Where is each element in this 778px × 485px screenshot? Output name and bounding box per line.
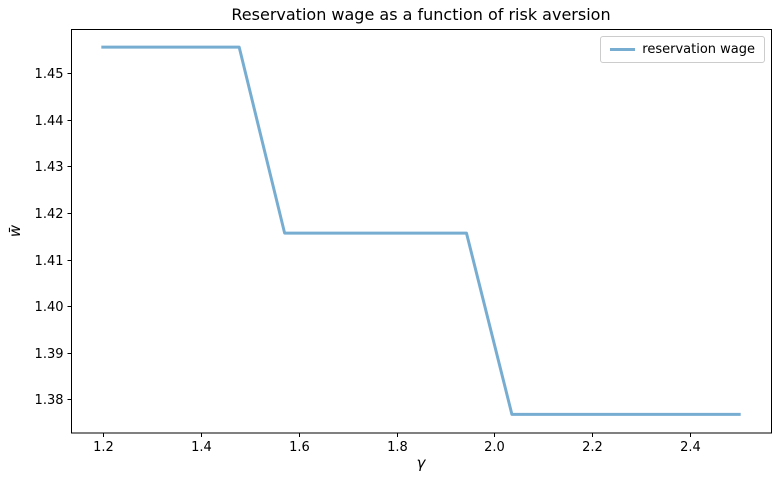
legend-sample-line [610,48,636,51]
y-tick-label: 1.39 [35,347,64,362]
y-axis-label: w̄ [6,224,24,238]
legend: reservation wage [600,36,765,63]
y-tick-label: 1.44 [35,114,64,129]
y-tick-label: 1.38 [35,393,64,408]
y-tick-label: 1.43 [35,160,64,175]
y-tick-label: 1.45 [35,67,64,82]
y-tick-label: 1.42 [35,207,64,222]
x-tick-label: 2.0 [484,440,505,455]
x-tick-label: 2.4 [680,440,701,455]
y-tick-label: 1.40 [35,300,64,315]
x-tick-label: 2.2 [582,440,603,455]
axes-frame [71,29,772,434]
legend-label: reservation wage [642,42,755,57]
x-axis-label: γ [416,454,426,472]
y-tick-label: 1.41 [35,254,64,269]
x-tick-label: 1.2 [93,440,114,455]
x-tick-label: 1.6 [289,440,310,455]
x-tick-label: 1.4 [191,440,212,455]
reservation-wage-line [101,45,741,416]
chart-title: Reservation wage as a function of risk a… [231,5,611,24]
x-tick-label: 1.8 [387,440,408,455]
